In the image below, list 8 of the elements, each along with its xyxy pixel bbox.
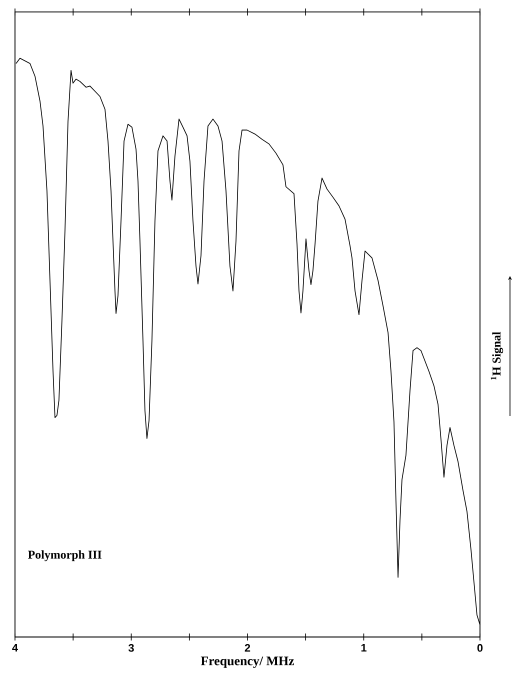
x-tick-label: 1 — [361, 644, 366, 652]
x-tick-label: 0 — [477, 644, 483, 652]
annotation: Polymorph III — [28, 550, 102, 562]
x-tick-label: 4 — [12, 644, 18, 652]
y-axis-title: $^{1}$H Signal — [490, 332, 504, 380]
x-axis-title: Frequency/ MHz — [200, 656, 294, 668]
x-tick-label: 2 — [244, 644, 250, 652]
x-tick-label: 3 — [128, 644, 134, 652]
